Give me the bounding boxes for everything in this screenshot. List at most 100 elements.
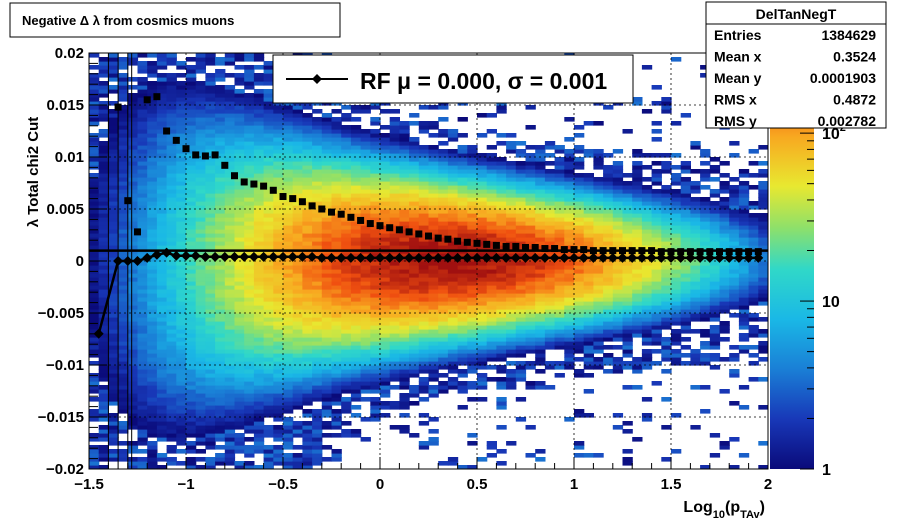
heatmap-cell [263, 209, 274, 214]
heatmap-cell [506, 317, 517, 322]
heatmap-cell [321, 301, 333, 306]
heatmap-cell [205, 317, 216, 322]
heatmap-cell [709, 297, 721, 302]
heatmap-cell [312, 453, 323, 458]
heatmap-cell [205, 329, 216, 334]
heatmap-cell [292, 349, 303, 354]
heatmap-cell [137, 253, 148, 258]
heatmap-cell [341, 301, 352, 306]
heatmap-cell [661, 457, 672, 462]
heatmap-cell [496, 285, 507, 290]
heatmap-cell [506, 241, 517, 246]
heatmap-cell [486, 161, 497, 166]
heatmap-cell [331, 185, 342, 190]
heatmap-cell [244, 397, 255, 402]
heatmap-cell [283, 349, 294, 354]
heatmap-cell [603, 297, 614, 302]
heatmap-cell [302, 305, 313, 310]
heatmap-cell [574, 177, 585, 182]
heatmap-cell [253, 57, 265, 62]
heatmap-cell [651, 221, 662, 226]
heatmap-cell [137, 145, 148, 150]
heatmap-cell [380, 261, 391, 266]
heatmap-cell [292, 461, 303, 466]
heatmap-cell [370, 137, 381, 142]
heatmap-cell [690, 209, 701, 214]
heatmap-cell [147, 369, 158, 374]
heatmap-cell [574, 369, 585, 374]
heatmap-cell [98, 189, 109, 194]
heatmap-cell [428, 285, 439, 290]
heatmap-cell [137, 185, 148, 190]
heatmap-cell [244, 385, 255, 390]
heatmap-cell [176, 313, 187, 318]
heatmap-cell [89, 85, 100, 90]
heatmap-cell [234, 185, 245, 190]
heatmap-cell [389, 233, 400, 238]
heatmap-cell [389, 169, 400, 174]
heatmap-cell [127, 77, 139, 82]
heatmap-cell [380, 285, 391, 290]
heatmap-cell [205, 53, 216, 58]
heatmap-cell [127, 241, 139, 246]
heatmap-cell [263, 225, 274, 230]
heatmap-cell [273, 197, 284, 202]
heatmap-cell [224, 177, 236, 182]
heatmap-cell [370, 309, 381, 314]
heatmap-cell [176, 341, 187, 346]
heatmap-cell [186, 325, 197, 330]
heatmap-cell [583, 325, 594, 330]
heatmap-cell [680, 165, 691, 170]
heatmap-cell [127, 217, 139, 222]
heatmap-cell [515, 349, 527, 354]
heatmap-cell [593, 305, 604, 310]
heatmap-cell [215, 193, 226, 198]
heatmap-cell [467, 149, 478, 154]
heatmap-cell [273, 425, 284, 430]
heatmap-cell [447, 461, 459, 466]
heatmap-cell [370, 337, 381, 342]
heatmap-cell [486, 349, 497, 354]
heatmap-cell [118, 353, 129, 358]
heatmap-cell [457, 405, 468, 410]
heatmap-cell [195, 97, 206, 102]
heatmap-cell [156, 465, 168, 469]
heatmap-cell [147, 409, 158, 414]
heatmap-cell [690, 221, 701, 226]
heatmap-cell [244, 153, 255, 158]
heatmap-cell [215, 61, 226, 66]
heatmap-cell [253, 241, 265, 246]
heatmap-cell [709, 229, 721, 234]
heatmap-cell [370, 401, 381, 406]
heatmap-cell [515, 369, 527, 374]
heatmap-cell [166, 97, 177, 102]
heatmap-cell [89, 385, 100, 390]
heatmap-cell [525, 385, 536, 390]
heatmap-cell [224, 313, 236, 318]
heatmap-cell [671, 205, 682, 210]
heatmap-cell [622, 213, 633, 218]
heatmap-cell [312, 365, 323, 370]
heatmap-cell [137, 429, 148, 434]
heatmap-cell [205, 253, 216, 258]
heatmap-cell [525, 153, 536, 158]
heatmap-cell [234, 189, 245, 194]
heatmap-cell [593, 237, 604, 242]
heatmap-cell [680, 253, 691, 258]
heatmap-cell [370, 413, 381, 418]
heatmap-cell [234, 449, 245, 454]
heatmap-cell [263, 401, 274, 406]
heatmap-cell [127, 265, 139, 270]
heatmap-cell [108, 237, 119, 242]
heatmap-cell [409, 145, 420, 150]
heatmap-cell [447, 221, 459, 226]
heatmap-cell [700, 305, 711, 310]
heatmap-cell [234, 113, 245, 118]
heatmap-cell [195, 429, 206, 434]
heatmap-cell [661, 349, 672, 354]
heatmap-cell [690, 305, 701, 310]
heatmap-cell [244, 149, 255, 154]
heatmap-cell [127, 317, 139, 322]
heatmap-cell [525, 197, 536, 202]
heatmap-cell [593, 293, 604, 298]
